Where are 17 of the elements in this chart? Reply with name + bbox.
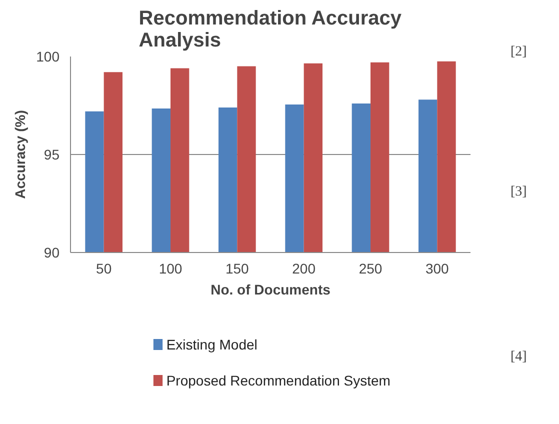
- legend-label: Existing Model: [166, 336, 258, 352]
- y-tick-label: 95: [44, 146, 60, 162]
- x-tick-label: 300: [425, 260, 450, 276]
- y-tick-label: 90: [44, 244, 60, 260]
- x-tick-label: 250: [358, 260, 382, 276]
- x-tick-label: 50: [96, 260, 112, 276]
- x-axis-title: No. of Documents: [210, 282, 331, 298]
- x-tick-label: 150: [225, 260, 250, 276]
- legend-label: Proposed Recommendation System: [166, 372, 390, 388]
- text: [3]: [510, 184, 527, 200]
- chart-title: Recommendation Accuracy Analysis: [138, 8, 402, 52]
- text: [4]: [510, 350, 527, 364]
- y-axis-title: Accuracy (%): [12, 110, 28, 199]
- x-tick-label: 100: [158, 260, 182, 276]
- x-tick-label: 200: [292, 260, 316, 276]
- text: [2]: [510, 44, 527, 60]
- y-tick-label: 100: [36, 48, 60, 64]
